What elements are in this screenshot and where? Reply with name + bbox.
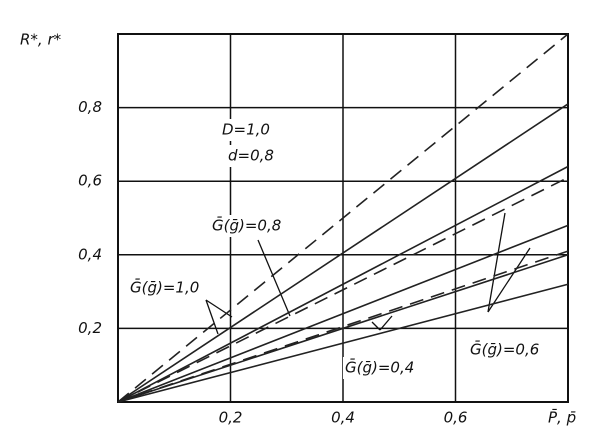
annotation-bg <box>128 277 202 299</box>
x-tick-label: 0,6 <box>444 409 468 427</box>
series-line <box>117 103 569 403</box>
annotation-bg <box>343 357 417 379</box>
y-tick-label: 0,6 <box>78 172 102 190</box>
annotation-bg <box>220 119 272 141</box>
annotation-bg <box>468 339 542 361</box>
annotation-bg <box>226 145 276 167</box>
series-line <box>117 176 569 403</box>
annotation: Ḡ(ḡ)=0,4 <box>345 358 414 377</box>
y-tick-label: 0,4 <box>78 245 102 263</box>
annotation: Ḡ(ḡ)=0,6 <box>470 340 539 359</box>
y-axis-label: R*, r* <box>20 31 62 49</box>
y-tick-label: 0,2 <box>78 319 102 337</box>
series-line <box>117 33 569 403</box>
series-line <box>117 165 569 403</box>
x-axis-label: P̄, p̄ <box>548 408 576 427</box>
annotation: D=1,0 <box>222 121 270 139</box>
annotation: d=0,8 <box>228 147 274 165</box>
annotation: Ḡ(ḡ)=1,0 <box>130 278 199 297</box>
annotation: Ḡ(ḡ)=0,8 <box>212 216 281 235</box>
series-line <box>117 254 569 403</box>
x-tick-label: 0,4 <box>331 409 355 427</box>
x-tick-label: 0,2 <box>219 409 243 427</box>
series-line <box>117 224 569 403</box>
annotation-bg <box>210 215 284 237</box>
y-tick-label: 0,8 <box>78 98 102 116</box>
series-line <box>117 283 569 403</box>
